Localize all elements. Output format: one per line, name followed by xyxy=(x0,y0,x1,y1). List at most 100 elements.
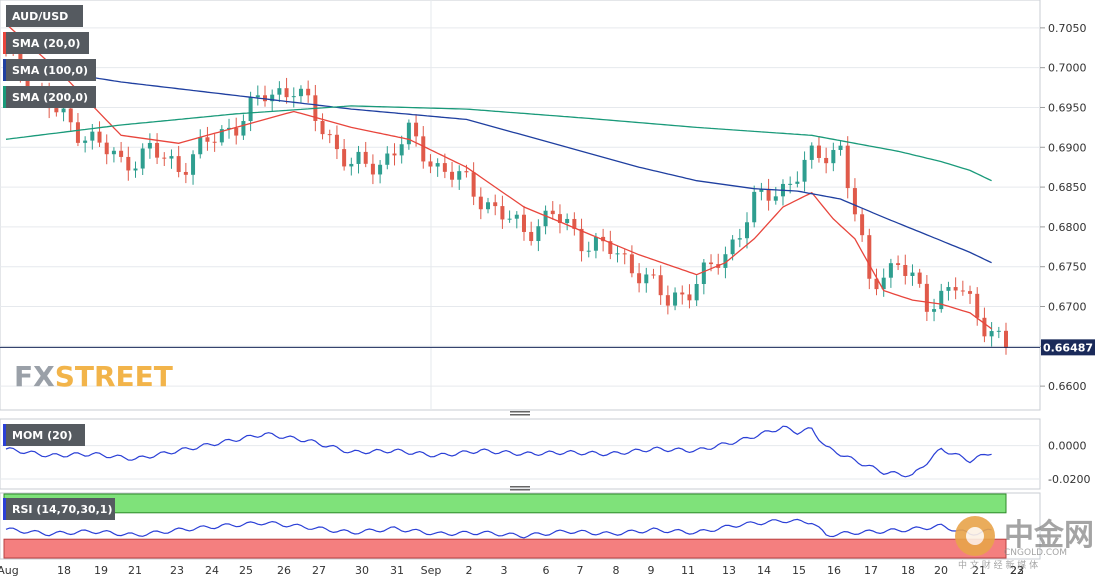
candle-body xyxy=(953,287,958,291)
x-tick-label: 15 xyxy=(792,564,806,577)
candle-body xyxy=(284,88,289,98)
candle-body xyxy=(507,218,512,220)
legend-item-sma100: SMA (100,0) xyxy=(3,59,96,81)
candle-body xyxy=(572,218,577,229)
cngold-logo-inner xyxy=(966,527,984,545)
x-tick-label: 30 xyxy=(355,564,369,577)
legend-swatch-sma20 xyxy=(3,32,6,54)
candle-body xyxy=(946,287,951,291)
candle-body xyxy=(881,277,886,290)
candle-body xyxy=(644,274,649,284)
x-tick-label: 14 xyxy=(757,564,771,577)
x-tick-label: Sep xyxy=(421,564,442,577)
candle-body xyxy=(802,159,807,182)
price-tick-label: 0.6700 xyxy=(1048,301,1087,314)
candle-body xyxy=(83,140,88,143)
candle-body xyxy=(709,262,714,265)
candle-body xyxy=(191,154,196,175)
candle-body xyxy=(392,153,397,156)
x-tick-label: 21 xyxy=(972,564,986,577)
candle-body xyxy=(960,290,965,292)
candle-body xyxy=(622,253,627,255)
candle-body xyxy=(378,164,383,175)
candle-body xyxy=(737,238,742,240)
x-tick-label: 17 xyxy=(864,564,878,577)
x-tick-label: 13 xyxy=(722,564,736,577)
candle-body xyxy=(320,120,325,135)
candle-body xyxy=(277,88,282,95)
candle-body xyxy=(370,163,375,175)
x-tick-label: 8 xyxy=(613,564,620,577)
candle-body xyxy=(608,241,613,254)
x-tick-label: 16 xyxy=(827,564,841,577)
candle-body xyxy=(298,88,303,97)
candle-body xyxy=(809,145,814,160)
momentum-axis: 0.0000 -0.0200 xyxy=(1048,440,1090,486)
candle-body xyxy=(1004,330,1008,348)
momentum-tag: MOM (20) xyxy=(3,424,85,446)
x-tick-label: 18 xyxy=(901,564,915,577)
candle-body xyxy=(723,254,728,268)
candle-body xyxy=(61,108,66,113)
candle-body xyxy=(514,214,519,219)
candle-body xyxy=(550,210,555,215)
legend-label-sma100: SMA (100,0) xyxy=(12,64,88,77)
candle-body xyxy=(759,188,764,192)
splitter-grip-1a[interactable] xyxy=(510,411,530,413)
candle-body xyxy=(766,188,771,201)
candle-body xyxy=(262,95,267,102)
candle-body xyxy=(795,181,800,184)
legend-item-sma20: SMA (20,0) xyxy=(3,32,89,54)
candle-body xyxy=(198,137,203,155)
splitter-grip-2a[interactable] xyxy=(510,486,530,488)
x-tick-label: 19 xyxy=(94,564,108,577)
current-price-tag: 0.66487 xyxy=(1041,339,1095,356)
candle-body xyxy=(831,149,836,164)
splitter-grip-1b[interactable] xyxy=(510,414,530,416)
rsi-tag: RSI (14,70,30,1) xyxy=(3,498,115,520)
x-tick-label: 6 xyxy=(543,564,550,577)
sma100-line xyxy=(5,63,992,264)
legend-label-sma20: SMA (20,0) xyxy=(12,37,80,50)
candle-body xyxy=(140,148,145,169)
candle-body xyxy=(989,331,994,337)
candle-body xyxy=(111,150,116,155)
price-tick-label: 0.6750 xyxy=(1048,261,1087,274)
candle-body xyxy=(637,273,642,284)
candle-body xyxy=(824,157,829,164)
legend-badge-sma100 xyxy=(3,59,96,81)
splitter-price-mom[interactable] xyxy=(510,411,530,416)
candle-body xyxy=(219,129,224,143)
candle-body xyxy=(687,294,692,301)
candle-body xyxy=(349,163,354,167)
price-tick-label: 0.6600 xyxy=(1048,380,1087,393)
legend-badge-sma20 xyxy=(3,32,89,54)
legend-swatch-sma100 xyxy=(3,59,6,81)
splitter-mom-rsi[interactable] xyxy=(510,486,530,491)
candle-body xyxy=(90,131,95,141)
rsi-overbought-zone xyxy=(3,493,1007,514)
candle-body xyxy=(694,284,699,301)
candle-body xyxy=(442,163,447,172)
candle-body xyxy=(486,202,491,210)
price-tick-label: 0.6900 xyxy=(1048,141,1087,154)
x-tick-label: 3 xyxy=(501,564,508,577)
fxstreet-logo: FXSTREET xyxy=(14,360,173,393)
x-tick-label: 23 xyxy=(1010,564,1024,577)
x-tick-label: 31 xyxy=(390,564,404,577)
candle-body xyxy=(867,235,872,279)
splitter-grip-2b[interactable] xyxy=(510,489,530,491)
candle-body xyxy=(665,295,670,306)
candle-body xyxy=(356,151,361,164)
candle-body xyxy=(227,127,232,130)
symbol-tag: AUD/USD xyxy=(3,5,83,27)
candle-body xyxy=(68,108,73,123)
candle-body xyxy=(493,202,498,207)
candle-body xyxy=(234,127,239,136)
rsi-swatch xyxy=(3,498,6,520)
candle-body xyxy=(212,141,217,143)
candle-body xyxy=(680,292,685,295)
candle-body xyxy=(342,149,347,167)
candle-body xyxy=(291,96,296,98)
